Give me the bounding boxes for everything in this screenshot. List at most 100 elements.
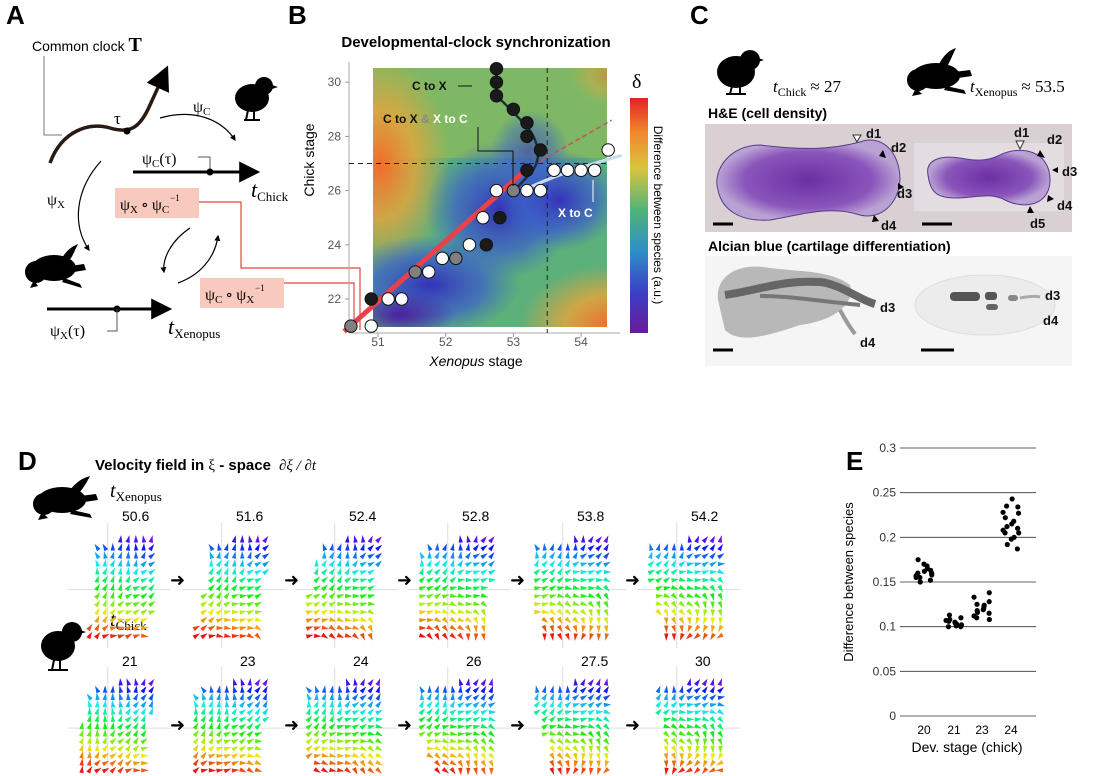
velocity-arrow xyxy=(240,543,245,551)
velocity-arrow xyxy=(321,707,327,716)
velocity-arrow xyxy=(246,618,255,623)
velocity-arrow xyxy=(664,633,669,641)
velocity-arrow xyxy=(419,692,425,701)
velocity-arrow xyxy=(305,745,313,752)
velocity-arrow xyxy=(465,577,474,583)
velocity-arrow xyxy=(678,592,686,600)
velocity-arrow xyxy=(239,594,248,599)
velocity-arrow xyxy=(102,685,108,693)
velocity-arrow xyxy=(375,745,383,751)
velocity-arrow xyxy=(140,693,147,701)
velocity-arrow xyxy=(140,585,148,592)
velocity-arrow xyxy=(223,583,229,592)
velocity-arrow xyxy=(541,616,549,624)
chick-stage-label: 23 xyxy=(240,653,256,669)
arrow-icon: ➜ xyxy=(510,570,525,590)
velocity-arrow xyxy=(231,625,240,631)
velocity-arrow xyxy=(328,601,337,608)
velocity-arrow xyxy=(709,716,717,724)
velocity-arrow xyxy=(375,752,383,758)
velocity-arrow xyxy=(685,632,693,640)
velocity-arrow xyxy=(717,576,724,584)
velocity-arrow xyxy=(255,739,263,744)
velocity-arrow xyxy=(686,562,695,567)
velocity-arrow xyxy=(663,543,669,552)
velocity-arrow xyxy=(581,759,587,768)
velocity-arrow xyxy=(132,715,140,723)
velocity-arrow xyxy=(375,700,382,709)
velocity-arrow xyxy=(109,759,117,767)
velocity-arrow xyxy=(133,685,138,694)
velocity-arrow xyxy=(703,752,708,761)
velocity-arrow xyxy=(708,767,716,773)
velocity-arrow xyxy=(663,745,668,754)
velocity-arrow xyxy=(587,535,594,544)
velocity-arrow xyxy=(694,570,703,575)
digit-marker-icon xyxy=(1047,195,1054,202)
velocity-arrow xyxy=(101,624,109,632)
velocity-arrow xyxy=(246,560,254,568)
panel-label-e: E xyxy=(846,446,863,476)
velocity-arrow xyxy=(133,559,138,567)
velocity-arrow xyxy=(313,707,320,716)
velocity-arrow xyxy=(367,594,376,599)
data-point xyxy=(958,622,965,628)
velocity-arrow xyxy=(231,567,237,575)
velocity-arrow xyxy=(231,732,240,737)
data-point xyxy=(1016,530,1022,536)
velocity-arrow xyxy=(223,746,232,752)
velocity-arrow xyxy=(670,730,678,738)
velocity-arrow xyxy=(694,609,700,617)
velocity-arrow xyxy=(480,600,488,608)
velocity-arrow xyxy=(450,543,455,551)
velocity-arrow xyxy=(208,753,216,759)
velocity-arrow xyxy=(419,559,425,567)
velocity-arrow xyxy=(442,543,447,552)
clock-bracket xyxy=(43,56,62,136)
data-point xyxy=(489,61,504,76)
t-chick-label: tChick xyxy=(251,177,289,204)
arrow-icon: ➜ xyxy=(284,570,299,590)
velocity-arrow xyxy=(87,700,93,708)
data-point xyxy=(364,292,378,306)
velocity-arrow xyxy=(441,767,450,774)
velocity-arrow xyxy=(313,593,321,600)
velocity-arrow xyxy=(533,568,541,576)
velocity-arrow xyxy=(671,543,677,551)
velocity-arrow xyxy=(587,593,596,598)
velocity-arrow xyxy=(254,577,263,584)
velocity-arrow xyxy=(140,592,148,600)
velocity-arrow xyxy=(208,707,214,716)
velocity-arrow xyxy=(679,759,685,768)
velocity-arrow xyxy=(140,551,146,560)
velocity-arrow xyxy=(449,624,457,631)
velocity-arrow xyxy=(254,543,260,552)
velocity-arrow xyxy=(367,767,375,774)
y-tick-label: 26 xyxy=(328,184,342,198)
velocity-arrow xyxy=(118,575,123,583)
velocity-arrow xyxy=(336,616,345,623)
velocity-arrow xyxy=(262,535,269,544)
velocity-arrow xyxy=(580,632,587,641)
velocity-arrow xyxy=(352,767,358,775)
velocity-arrow xyxy=(200,736,206,745)
velocity-arrow xyxy=(141,535,147,543)
velocity-arrow xyxy=(603,737,610,746)
velocity-field xyxy=(408,523,511,648)
digit-label: d3 xyxy=(1045,288,1060,303)
velocity-arrow xyxy=(247,753,255,758)
velocity-arrow xyxy=(449,745,458,751)
velocity-arrow xyxy=(305,602,314,607)
velocity-arrow xyxy=(556,616,563,625)
velocity-arrow xyxy=(238,576,247,584)
velocity-arrow xyxy=(132,634,141,639)
colorbar xyxy=(630,98,648,333)
velocity-arrow xyxy=(140,577,149,584)
velocity-arrow xyxy=(246,609,255,616)
velocity-arrow xyxy=(336,716,344,723)
velocity-arrow xyxy=(671,633,677,641)
velocity-arrow xyxy=(693,632,701,640)
velocity-arrow xyxy=(375,730,383,737)
velocity-arrow xyxy=(489,767,494,776)
digit-label: d2 xyxy=(891,140,906,155)
